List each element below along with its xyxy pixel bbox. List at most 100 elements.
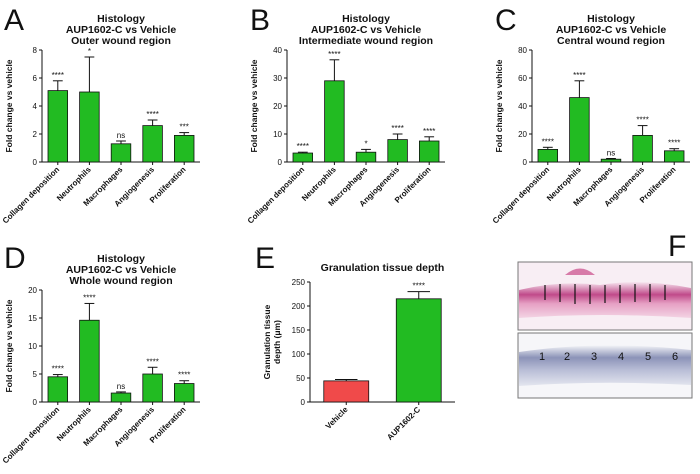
region-label: 6 [672,351,678,363]
y-axis-label: Fold change vs vehicle [4,59,14,152]
significance: **** [636,116,648,125]
bar [355,151,377,163]
y-tick-label: 40 [518,102,527,111]
y-tick-label: 0 [33,158,38,167]
error-bar [147,119,158,126]
y-tick-label: 10 [273,130,282,139]
bar [664,150,685,163]
bar [324,80,345,163]
significance: * [364,139,367,148]
significance: **** [328,50,340,59]
y-tick-label: 20 [273,102,282,111]
y-tick-label: 80 [518,46,527,55]
significance: **** [542,137,554,146]
significance: **** [413,282,425,291]
error-bar [335,378,358,381]
y-tick-label: 60 [518,74,527,83]
significance: **** [573,71,585,80]
y-tick-label: 2 [33,130,38,139]
error-bar [329,59,340,81]
error-bar [52,374,63,377]
bar [79,91,100,163]
y-tick-label: 0 [278,158,283,167]
panel-letter: C [495,4,517,37]
y-tick-label: 4 [33,102,38,111]
x-tick-label: Collagen deposition [246,165,306,225]
significance: ns [607,149,615,158]
error-bar [574,80,585,98]
significance: *** [180,123,189,132]
error-bar [147,366,158,374]
y-tick-label: 0 [523,158,528,167]
bar [419,140,440,163]
significance: ns [117,131,125,140]
error-bar [392,133,403,140]
error-bar [297,151,308,154]
significance: ns [117,382,125,391]
bar [600,158,622,163]
error-bar [179,132,190,136]
error-bar [669,148,680,151]
region-label: 3 [591,351,597,363]
panel-letter: E [255,242,275,275]
y-axis-label: Fold change vs vehicle [249,59,259,152]
chart-title: AUP1602-C vs Vehicle [66,24,176,36]
error-bar [424,136,435,141]
y-axis-label: Fold change vs vehicle [494,59,504,152]
bar [292,152,313,163]
error-bar [542,146,553,150]
chart-title: Histology [97,13,145,25]
significance: **** [423,127,435,136]
panel-letter: B [250,4,270,37]
panel-letter: D [4,242,26,275]
error-bar [606,158,616,160]
chart-title: Intermediate wound region [299,35,433,47]
significance: **** [83,293,95,302]
error-bar [116,391,126,394]
bar [47,376,68,403]
significance: **** [668,139,680,148]
chart-title: Granulation tissue depth [321,262,445,274]
y-tick-label: 20 [28,286,37,295]
x-tick-label: Collagen deposition [1,165,61,225]
bar [174,134,195,163]
panel-letter: F [668,230,686,263]
error-bar [84,302,95,321]
bar [537,148,558,163]
y-tick-label: 10 [28,342,37,351]
y-tick-label: 50 [296,374,305,383]
chart-title: AUP1602-C vs Vehicle [66,264,176,276]
y-tick-label: 100 [292,350,306,359]
y-tick-label: 5 [33,370,38,379]
x-tick-label: Vehicle [324,405,350,431]
chart-title: AUP1602-C vs Vehicle [556,24,666,36]
significance: **** [391,124,403,133]
region-label: 1 [539,351,545,363]
y-tick-label: 30 [273,74,282,83]
region-label: 4 [618,351,624,363]
y-tick-label: 6 [33,74,38,83]
y-tick-label: 250 [292,278,306,287]
significance: **** [297,142,309,151]
region-label: 5 [645,351,651,363]
bar [632,134,653,163]
x-tick-label: Collagen deposition [1,405,61,465]
bar [142,373,163,403]
y-tick-label: 200 [292,302,306,311]
chart-title: Outer wound region [71,35,171,47]
y-tick-label: 15 [28,314,37,323]
significance: **** [52,365,64,374]
y-axis-label: Fold change vs vehicle [4,299,14,392]
bar [47,90,68,163]
significance: **** [146,110,158,119]
bar [323,380,370,403]
bar [387,139,408,163]
significance: **** [178,371,190,380]
panel-f-images [517,261,693,399]
he-scab [565,268,595,275]
chart-title: Whole wound region [69,275,172,287]
ihc-tissue [519,345,691,386]
bar [395,298,442,403]
x-tick-label: AUP1602-C [385,405,422,442]
